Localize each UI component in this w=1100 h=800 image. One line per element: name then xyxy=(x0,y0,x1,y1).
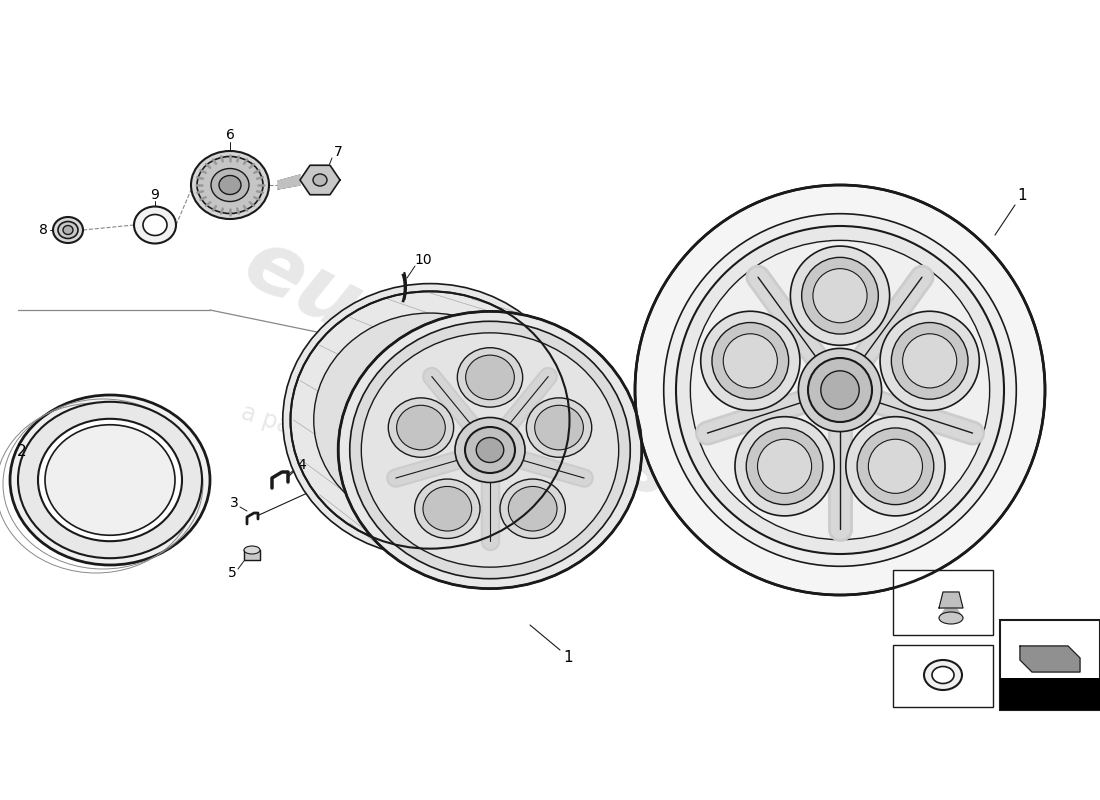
Text: europarts: europarts xyxy=(230,222,690,518)
Ellipse shape xyxy=(415,479,480,538)
Polygon shape xyxy=(244,550,260,560)
Ellipse shape xyxy=(465,355,515,400)
Ellipse shape xyxy=(635,185,1045,595)
Ellipse shape xyxy=(39,418,182,541)
Ellipse shape xyxy=(939,612,962,624)
Ellipse shape xyxy=(10,395,210,565)
Ellipse shape xyxy=(691,240,990,540)
Text: a passion for details since 1985: a passion for details since 1985 xyxy=(238,401,602,539)
Ellipse shape xyxy=(424,486,472,531)
Ellipse shape xyxy=(746,428,823,505)
Polygon shape xyxy=(300,166,340,194)
Ellipse shape xyxy=(724,334,778,388)
Ellipse shape xyxy=(18,402,202,558)
Ellipse shape xyxy=(808,358,872,422)
Ellipse shape xyxy=(314,313,547,527)
Polygon shape xyxy=(278,175,300,189)
Text: 8: 8 xyxy=(39,223,47,237)
Text: 2: 2 xyxy=(18,445,26,459)
Ellipse shape xyxy=(676,226,1004,554)
Ellipse shape xyxy=(791,246,890,346)
Ellipse shape xyxy=(891,322,968,399)
Ellipse shape xyxy=(455,418,525,482)
Text: 4: 4 xyxy=(298,458,307,472)
Ellipse shape xyxy=(350,322,630,578)
Ellipse shape xyxy=(338,311,641,589)
Text: 1: 1 xyxy=(563,650,573,666)
Polygon shape xyxy=(1020,646,1080,672)
Ellipse shape xyxy=(932,666,954,683)
Ellipse shape xyxy=(53,217,82,243)
Text: 9: 9 xyxy=(151,188,160,202)
Ellipse shape xyxy=(191,151,270,219)
Ellipse shape xyxy=(802,258,878,334)
Ellipse shape xyxy=(701,311,800,410)
Polygon shape xyxy=(939,608,962,618)
Text: 601 08: 601 08 xyxy=(1015,685,1085,703)
Text: 9: 9 xyxy=(903,686,912,700)
Ellipse shape xyxy=(219,175,241,194)
Ellipse shape xyxy=(197,157,263,214)
Ellipse shape xyxy=(244,546,260,554)
Ellipse shape xyxy=(58,222,78,238)
Ellipse shape xyxy=(868,439,923,494)
Ellipse shape xyxy=(63,226,73,234)
Ellipse shape xyxy=(527,398,592,458)
Ellipse shape xyxy=(476,438,504,462)
FancyBboxPatch shape xyxy=(893,570,993,635)
FancyBboxPatch shape xyxy=(893,645,993,707)
Ellipse shape xyxy=(397,406,446,450)
Text: 7: 7 xyxy=(333,145,342,159)
Ellipse shape xyxy=(758,439,812,494)
Ellipse shape xyxy=(211,169,249,202)
Ellipse shape xyxy=(846,417,945,516)
Ellipse shape xyxy=(821,371,859,409)
Ellipse shape xyxy=(857,428,934,505)
Ellipse shape xyxy=(458,348,522,407)
Ellipse shape xyxy=(880,311,979,410)
Text: 3: 3 xyxy=(230,496,239,510)
FancyBboxPatch shape xyxy=(1000,620,1100,710)
Ellipse shape xyxy=(508,486,557,531)
Text: 6: 6 xyxy=(226,128,234,142)
Ellipse shape xyxy=(924,660,962,690)
Ellipse shape xyxy=(283,284,578,557)
Ellipse shape xyxy=(799,349,881,432)
Ellipse shape xyxy=(314,174,327,186)
Text: 1: 1 xyxy=(1018,187,1026,202)
Ellipse shape xyxy=(361,333,618,567)
Ellipse shape xyxy=(735,417,834,516)
Ellipse shape xyxy=(712,322,789,399)
FancyBboxPatch shape xyxy=(1000,678,1100,710)
Ellipse shape xyxy=(903,334,957,388)
Polygon shape xyxy=(939,592,962,608)
Text: 5: 5 xyxy=(228,566,236,580)
Ellipse shape xyxy=(465,427,515,473)
Text: 10: 10 xyxy=(415,253,432,267)
Ellipse shape xyxy=(500,479,565,538)
Ellipse shape xyxy=(143,214,167,235)
Ellipse shape xyxy=(663,214,1016,566)
Ellipse shape xyxy=(134,206,176,243)
Ellipse shape xyxy=(388,398,453,458)
Ellipse shape xyxy=(813,269,867,322)
Ellipse shape xyxy=(535,406,583,450)
Ellipse shape xyxy=(45,425,175,535)
